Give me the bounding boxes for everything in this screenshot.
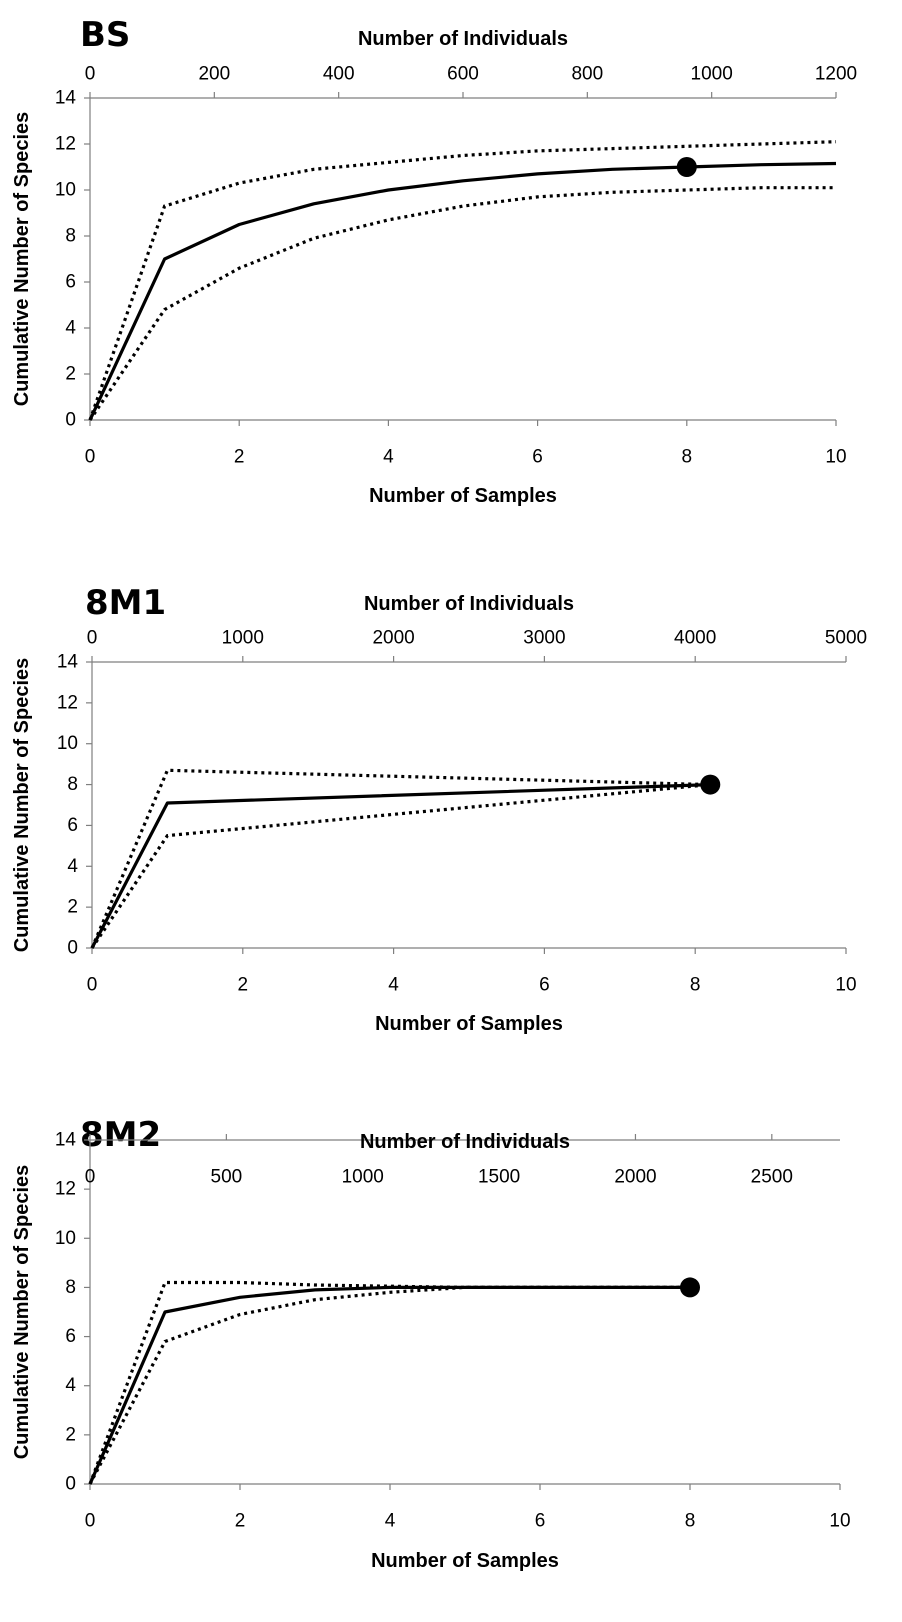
x2-tick-label: 4000 xyxy=(674,628,716,649)
y-axis-title: Cumulative Number of Species xyxy=(11,658,33,953)
y-tick-label: 14 xyxy=(57,652,79,673)
x2-tick-label: 1500 xyxy=(478,1167,520,1188)
x-tick-label: 8 xyxy=(690,975,701,996)
x2-tick-label: 2000 xyxy=(372,628,414,649)
y-tick-label: 12 xyxy=(55,1179,76,1200)
x2-tick-label: 800 xyxy=(571,64,603,85)
x2-tick-label: 2000 xyxy=(614,1167,656,1188)
x-tick-label: 6 xyxy=(532,447,543,468)
series-upper-ci xyxy=(88,140,837,421)
x2-tick-label: 0 xyxy=(87,628,98,649)
x2-tick-label: 2500 xyxy=(751,1167,793,1188)
y-tick-label: 10 xyxy=(57,733,78,754)
y-axis-title: Cumulative Number of Species xyxy=(11,1165,33,1460)
y-tick-label: 6 xyxy=(65,272,76,293)
series-mean xyxy=(88,161,837,421)
x-axis-title: Number of Samples xyxy=(375,1013,563,1035)
x-tick-label: 10 xyxy=(829,1511,850,1532)
y-tick-label: 6 xyxy=(67,815,78,836)
x2-axis-title: Number of Individuals xyxy=(364,593,574,615)
y-tick-label: 4 xyxy=(67,856,78,877)
x-axis-title: Number of Samples xyxy=(369,485,557,507)
y-tick-label: 12 xyxy=(57,692,78,713)
x2-axis-title: Number of Individuals xyxy=(358,28,568,50)
observed-point xyxy=(676,157,697,177)
x2-tick-label: 200 xyxy=(198,64,230,85)
x-tick-label: 10 xyxy=(825,447,846,468)
x2-axis-title: Number of Individuals xyxy=(360,1131,570,1153)
x2-tick-label: 5000 xyxy=(825,628,867,649)
x-tick-label: 0 xyxy=(85,1511,96,1532)
y-tick-label: 2 xyxy=(67,897,78,918)
x-tick-label: 0 xyxy=(85,447,96,468)
y-tick-label: 12 xyxy=(55,134,76,155)
series-upper-ci xyxy=(90,768,711,949)
x-tick-label: 2 xyxy=(238,975,249,996)
x-tick-label: 2 xyxy=(234,447,245,468)
x2-tick-label: 1000 xyxy=(691,64,733,85)
y-tick-label: 14 xyxy=(55,1130,77,1151)
x2-tick-label: 1000 xyxy=(222,628,264,649)
y-tick-label: 8 xyxy=(67,774,78,795)
x-tick-label: 8 xyxy=(685,1511,696,1532)
y-tick-label: 8 xyxy=(65,226,76,247)
x-tick-label: 4 xyxy=(388,975,399,996)
panel-8m2: 8M2 0 2 4 6 8 10 12 14 0 2 4 6 8 10 0 500 1000 1500 2000 250… xyxy=(11,1115,851,1572)
x2-tick-label: 0 xyxy=(85,64,96,85)
x-tick-label: 6 xyxy=(535,1511,546,1532)
y-tick-label: 0 xyxy=(65,1474,76,1495)
x-axis-title: Number of Samples xyxy=(371,1550,559,1572)
y-tick-label: 6 xyxy=(65,1326,76,1347)
y-tick-label: 8 xyxy=(65,1277,76,1298)
x2-tick-label: 500 xyxy=(211,1167,243,1188)
series-lower-ci xyxy=(88,1285,690,1485)
x-tick-label: 4 xyxy=(385,1511,396,1532)
panel-label: 8M2 xyxy=(80,1115,161,1155)
series-lower-ci xyxy=(88,186,836,421)
series-mean xyxy=(88,1285,690,1485)
x2-tick-label: 600 xyxy=(447,64,479,85)
y-tick-label: 4 xyxy=(65,1375,76,1396)
panel-label: 8M1 xyxy=(85,583,166,623)
observed-point xyxy=(700,774,721,795)
y-tick-label: 0 xyxy=(67,938,78,959)
x2-tick-label: 1200 xyxy=(815,64,857,85)
x-tick-label: 2 xyxy=(235,1511,246,1532)
x-tick-label: 6 xyxy=(539,975,550,996)
y-axis-title: Cumulative Number of Species xyxy=(11,112,33,407)
panel-label: BS xyxy=(80,15,130,55)
y-tick-label: 14 xyxy=(55,88,77,109)
y-tick-label: 10 xyxy=(55,1228,76,1249)
y-tick-label: 4 xyxy=(65,318,76,339)
x2-tick-label: 400 xyxy=(323,64,355,85)
x2-tick-label: 0 xyxy=(85,1167,96,1188)
series-mean xyxy=(90,783,711,949)
x-tick-label: 10 xyxy=(835,975,856,996)
y-tick-label: 2 xyxy=(65,1424,76,1445)
x-tick-label: 4 xyxy=(383,447,394,468)
series-upper-ci xyxy=(88,1280,690,1485)
x-tick-label: 0 xyxy=(87,975,98,996)
series-lower-ci xyxy=(90,783,711,949)
y-tick-label: 0 xyxy=(65,410,76,431)
y-tick-label: 10 xyxy=(55,180,76,201)
panel-bs: BS 0 2 4 6 8 10 12 14 0 2 4 6 8 10 0 200 400 600 800 1000 120… xyxy=(11,15,857,507)
x2-tick-label: 3000 xyxy=(523,628,565,649)
y-tick-label: 2 xyxy=(65,364,76,385)
observed-point xyxy=(680,1277,700,1298)
x-tick-label: 8 xyxy=(682,447,693,468)
panel-8m1: 8M1 0 2 4 6 8 10 12 14 0 2 4 6 8 10 0 1000 2000 3000 4000 50… xyxy=(11,583,867,1035)
x2-tick-label: 1000 xyxy=(342,1167,384,1188)
